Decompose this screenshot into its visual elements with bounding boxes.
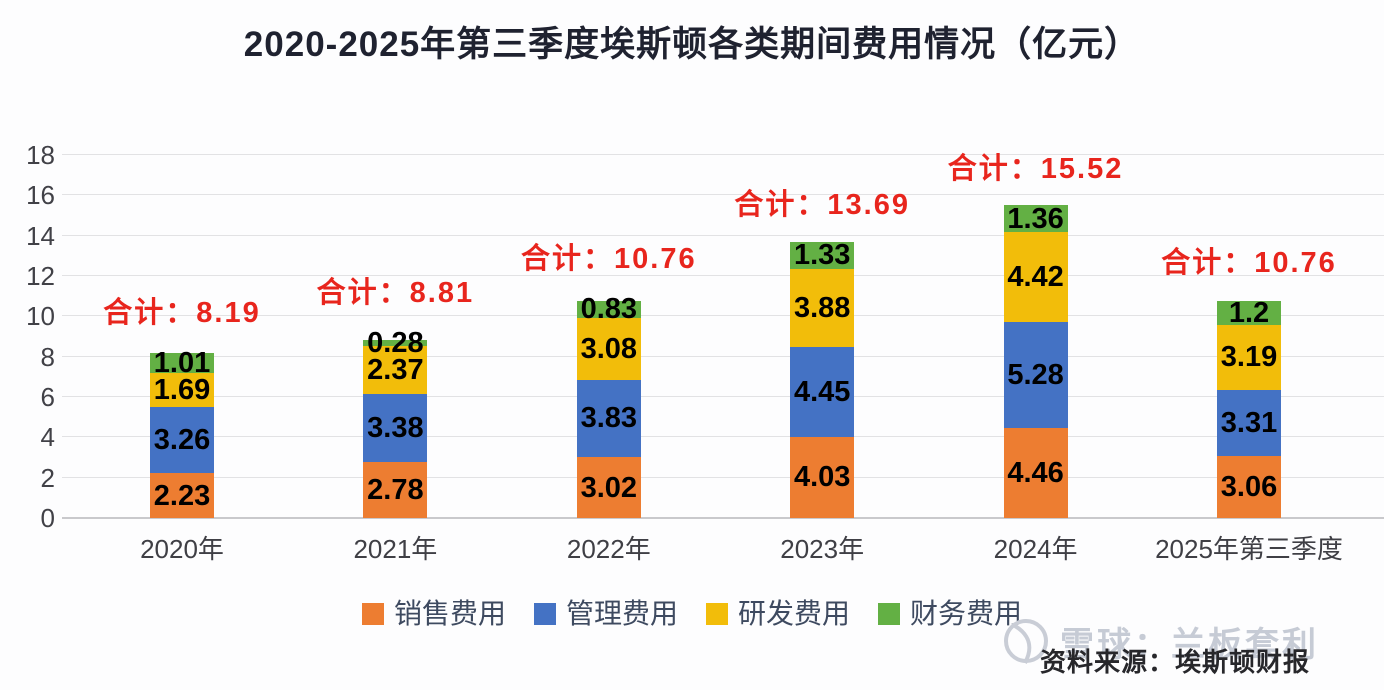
total-label: 合计：10.76 [1161, 247, 1337, 280]
y-axis-tick-18: 18 [26, 140, 55, 170]
legend-label: 财务费用 [910, 598, 1023, 629]
bar-segment-研发费用 [576, 317, 641, 380]
value-label: 3.19 [1220, 341, 1278, 374]
bar-segment-研发费用 [150, 373, 214, 408]
legend-label: 销售费用 [393, 598, 506, 629]
bar-segment-研发费用 [1217, 325, 1281, 390]
value-label: 3.08 [580, 332, 638, 365]
gridline-y18 [62, 154, 1384, 155]
bar-segment-管理费用 [150, 407, 214, 474]
gridline-y16 [62, 194, 1384, 196]
x-axis-category: 2020年 [140, 534, 224, 564]
legend-swatch-icon [361, 603, 384, 625]
bar-segment-研发费用 [1003, 232, 1068, 322]
value-label: 1.01 [153, 347, 211, 380]
x-axis-category: 2025年第三季度 [1155, 534, 1343, 564]
bar-segment-财务费用 [363, 340, 428, 346]
bar-segment-财务费用 [576, 301, 641, 318]
value-label: 4.46 [1007, 457, 1064, 490]
total-label: 合计：15.52 [947, 152, 1124, 185]
value-label: 1.69 [153, 374, 211, 407]
y-axis-tick-8: 8 [40, 341, 55, 372]
gridline-y8 [62, 355, 1384, 357]
legend-item-财务费用: 财务费用 [878, 598, 1022, 630]
total-label: 合计：8.19 [103, 297, 261, 330]
value-label: 4.03 [793, 461, 851, 494]
value-label: 5.28 [1007, 358, 1064, 391]
bar-segment-管理费用 [576, 379, 641, 458]
value-label: 3.88 [793, 291, 851, 324]
x-axis-category: 2023年 [780, 534, 865, 564]
value-label: 2.37 [367, 353, 424, 386]
total-label: 合计：13.69 [734, 189, 910, 222]
bar-segment-财务费用 [1003, 205, 1068, 233]
x-axis-category: 2021年 [353, 534, 438, 564]
value-label: 1.36 [1007, 202, 1064, 235]
legend-label: 研发费用 [738, 598, 851, 629]
legend-label: 管理费用 [565, 598, 678, 629]
y-axis-tick-4: 4 [40, 422, 55, 453]
data-source-text: 资料来源：埃斯顿财报 [1040, 647, 1311, 677]
y-axis-tick-6: 6 [40, 382, 55, 412]
bar-segment-研发费用 [790, 268, 855, 347]
chart-title: 2020-2025年第三季度埃斯顿各类期间费用情况（亿元） [243, 25, 1141, 64]
bar-segment-销售费用 [150, 473, 214, 518]
legend-item-研发费用: 研发费用 [706, 598, 850, 630]
value-label: 3.02 [580, 471, 638, 504]
legend-item-销售费用: 销售费用 [361, 598, 506, 630]
y-axis-tick-14: 14 [26, 220, 55, 251]
value-label: 0.83 [580, 293, 638, 326]
legend-swatch-icon [706, 603, 728, 625]
value-label: 4.45 [793, 375, 851, 408]
bar-segment-销售费用 [576, 457, 641, 518]
bar-segment-财务费用 [150, 352, 214, 374]
bar-segment-研发费用 [363, 345, 428, 394]
y-axis-tick-12: 12 [26, 261, 55, 291]
gridline-y12 [62, 275, 1384, 276]
bar-segment-管理费用 [363, 393, 428, 462]
value-label: 2.78 [367, 473, 424, 506]
gridline-y4 [62, 436, 1384, 438]
value-label: 0.28 [367, 327, 424, 360]
total-label: 合计：8.81 [316, 277, 475, 310]
bar-segment-销售费用 [1217, 456, 1281, 518]
bar-segment-管理费用 [1217, 389, 1281, 457]
x-axis-category: 2024年 [993, 534, 1078, 564]
value-label: 1.33 [793, 239, 851, 272]
value-label: 4.42 [1007, 261, 1064, 293]
y-axis-tick-16: 16 [26, 180, 55, 211]
value-label: 1.2 [1228, 297, 1270, 330]
total-label: 合计：10.76 [521, 243, 697, 276]
value-label: 3.38 [367, 411, 424, 444]
legend: 销售费用 管理费用 研发费用 财务费用 [0, 598, 1384, 630]
bar-segment-销售费用 [1003, 428, 1068, 518]
gridline-y14 [62, 234, 1384, 236]
gridline-y2 [62, 476, 1384, 478]
value-label: 3.26 [153, 424, 211, 457]
y-axis-tick-2: 2 [40, 462, 55, 493]
bar-segment-财务费用 [1217, 301, 1281, 326]
legend-swatch-icon [533, 603, 556, 625]
legend-item-管理费用: 管理费用 [533, 598, 678, 630]
gridline-y6 [62, 396, 1384, 397]
bar-segment-销售费用 [363, 461, 428, 518]
bar-segment-销售费用 [790, 436, 855, 518]
value-label: 3.31 [1220, 406, 1278, 439]
value-label: 3.06 [1220, 471, 1278, 504]
x-axis-category: 2022年 [566, 534, 651, 564]
bar-segment-管理费用 [1003, 321, 1068, 429]
y-axis-tick-0: 0 [40, 503, 55, 533]
gridline-y0 [62, 517, 1384, 519]
gridline-y10 [62, 315, 1384, 317]
value-label: 3.83 [580, 402, 638, 435]
value-label: 2.23 [153, 479, 211, 512]
y-axis-tick-10: 10 [26, 301, 55, 332]
legend-swatch-icon [878, 603, 901, 625]
bar-segment-财务费用 [790, 241, 855, 269]
bar-segment-管理费用 [790, 346, 855, 437]
